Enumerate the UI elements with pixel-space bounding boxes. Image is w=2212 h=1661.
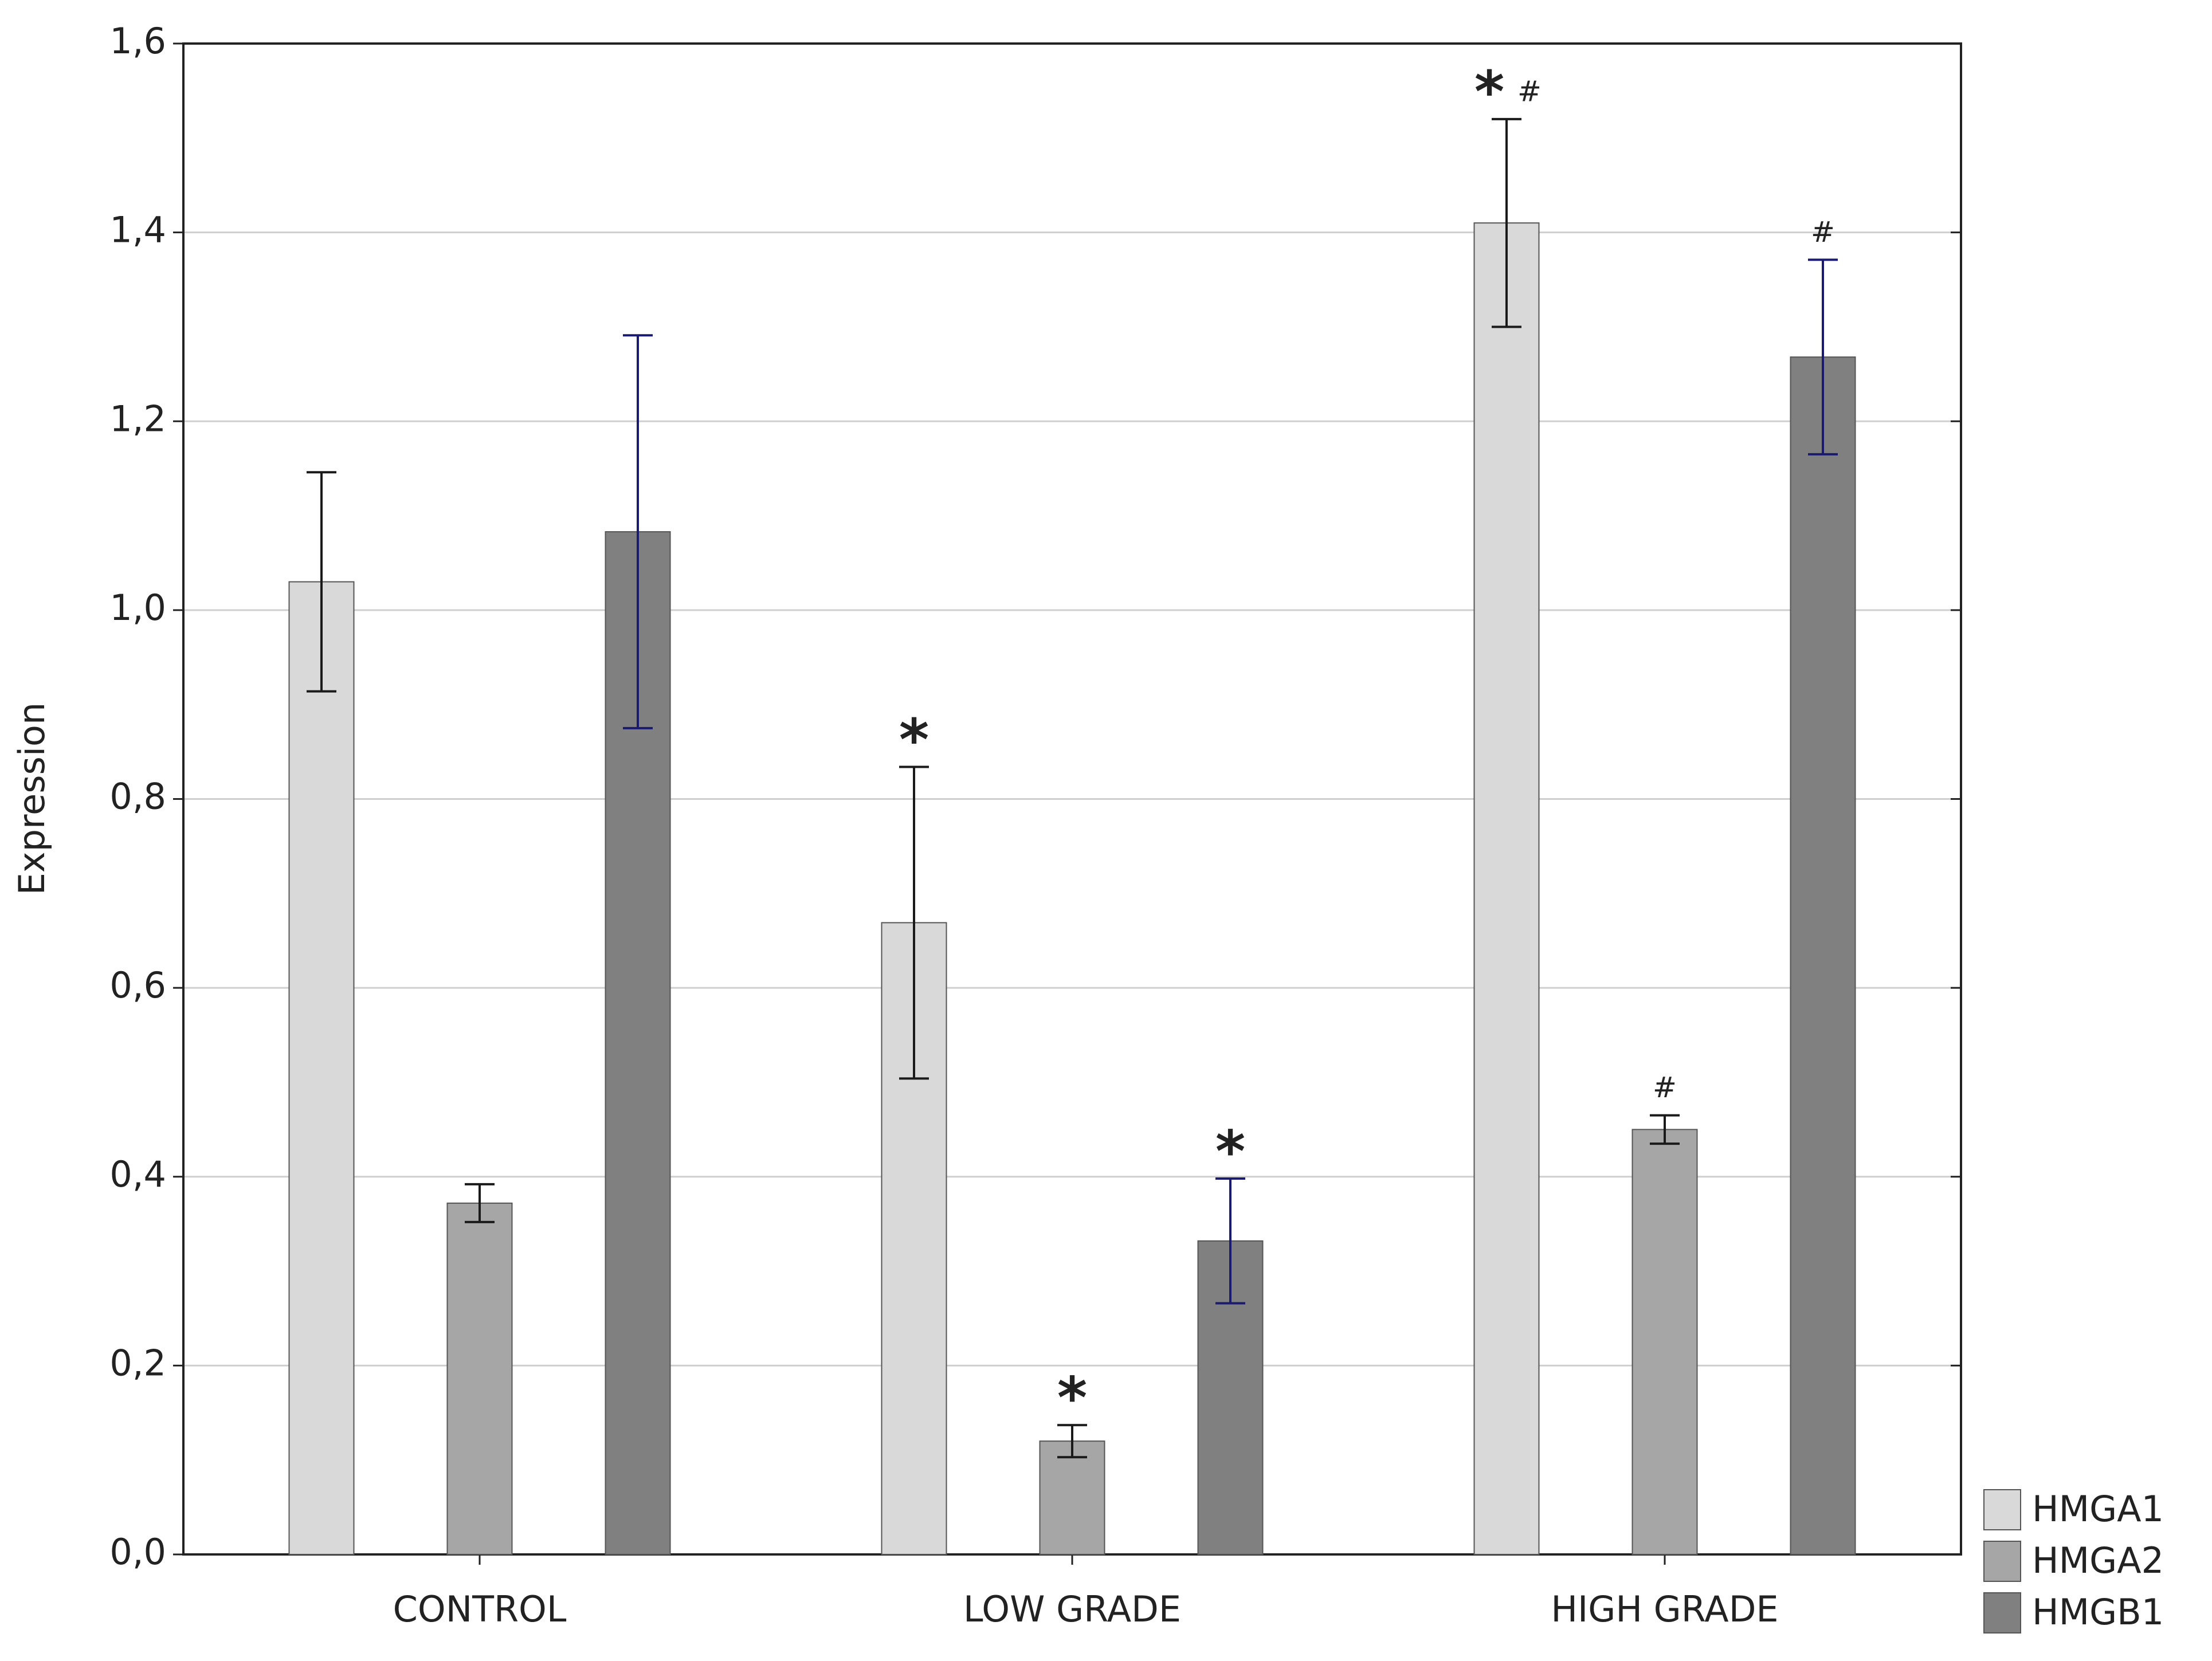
- y-tick-label: 1,6: [109, 20, 166, 62]
- significance-star: *: [1215, 1118, 1245, 1185]
- bar: [1473, 222, 1540, 1555]
- legend-label: HMGA2: [2032, 1540, 2164, 1581]
- significance-star: *: [1057, 1365, 1087, 1432]
- y-axis-label: Expression: [11, 702, 53, 896]
- x-tick-label: LOW GRADE: [963, 1588, 1181, 1630]
- y-tick-label: 1,4: [109, 209, 166, 251]
- bar: [1790, 356, 1856, 1555]
- y-tick-label: 1,2: [109, 398, 166, 439]
- significance-hash: #: [1653, 1071, 1677, 1104]
- legend-swatch: [1983, 1489, 2021, 1530]
- bar: [446, 1202, 513, 1555]
- y-tick-label: 1,0: [109, 587, 166, 629]
- bar: [1631, 1129, 1698, 1555]
- legend-swatch: [1983, 1592, 2021, 1633]
- y-tick-label: 0,2: [109, 1342, 166, 1384]
- legend-swatch: [1983, 1541, 2021, 1582]
- legend-label: HMGA1: [2032, 1488, 2164, 1530]
- x-tick-label: CONTROL: [393, 1588, 567, 1630]
- legend-label: HMGB1: [2032, 1591, 2164, 1633]
- x-tick-label: HIGH GRADE: [1551, 1588, 1778, 1630]
- y-tick-label: 0,0: [109, 1531, 166, 1573]
- y-tick-label: 0,6: [109, 964, 166, 1006]
- y-tick-label: 0,8: [109, 776, 166, 818]
- bar: [288, 581, 355, 1555]
- bar: [1039, 1440, 1105, 1556]
- y-tick-label: 0,4: [109, 1153, 166, 1195]
- significance-hash: #: [1811, 215, 1835, 249]
- significance-star: *: [899, 706, 929, 773]
- significance-star: *: [1474, 58, 1504, 125]
- significance-hash: #: [1517, 74, 1542, 108]
